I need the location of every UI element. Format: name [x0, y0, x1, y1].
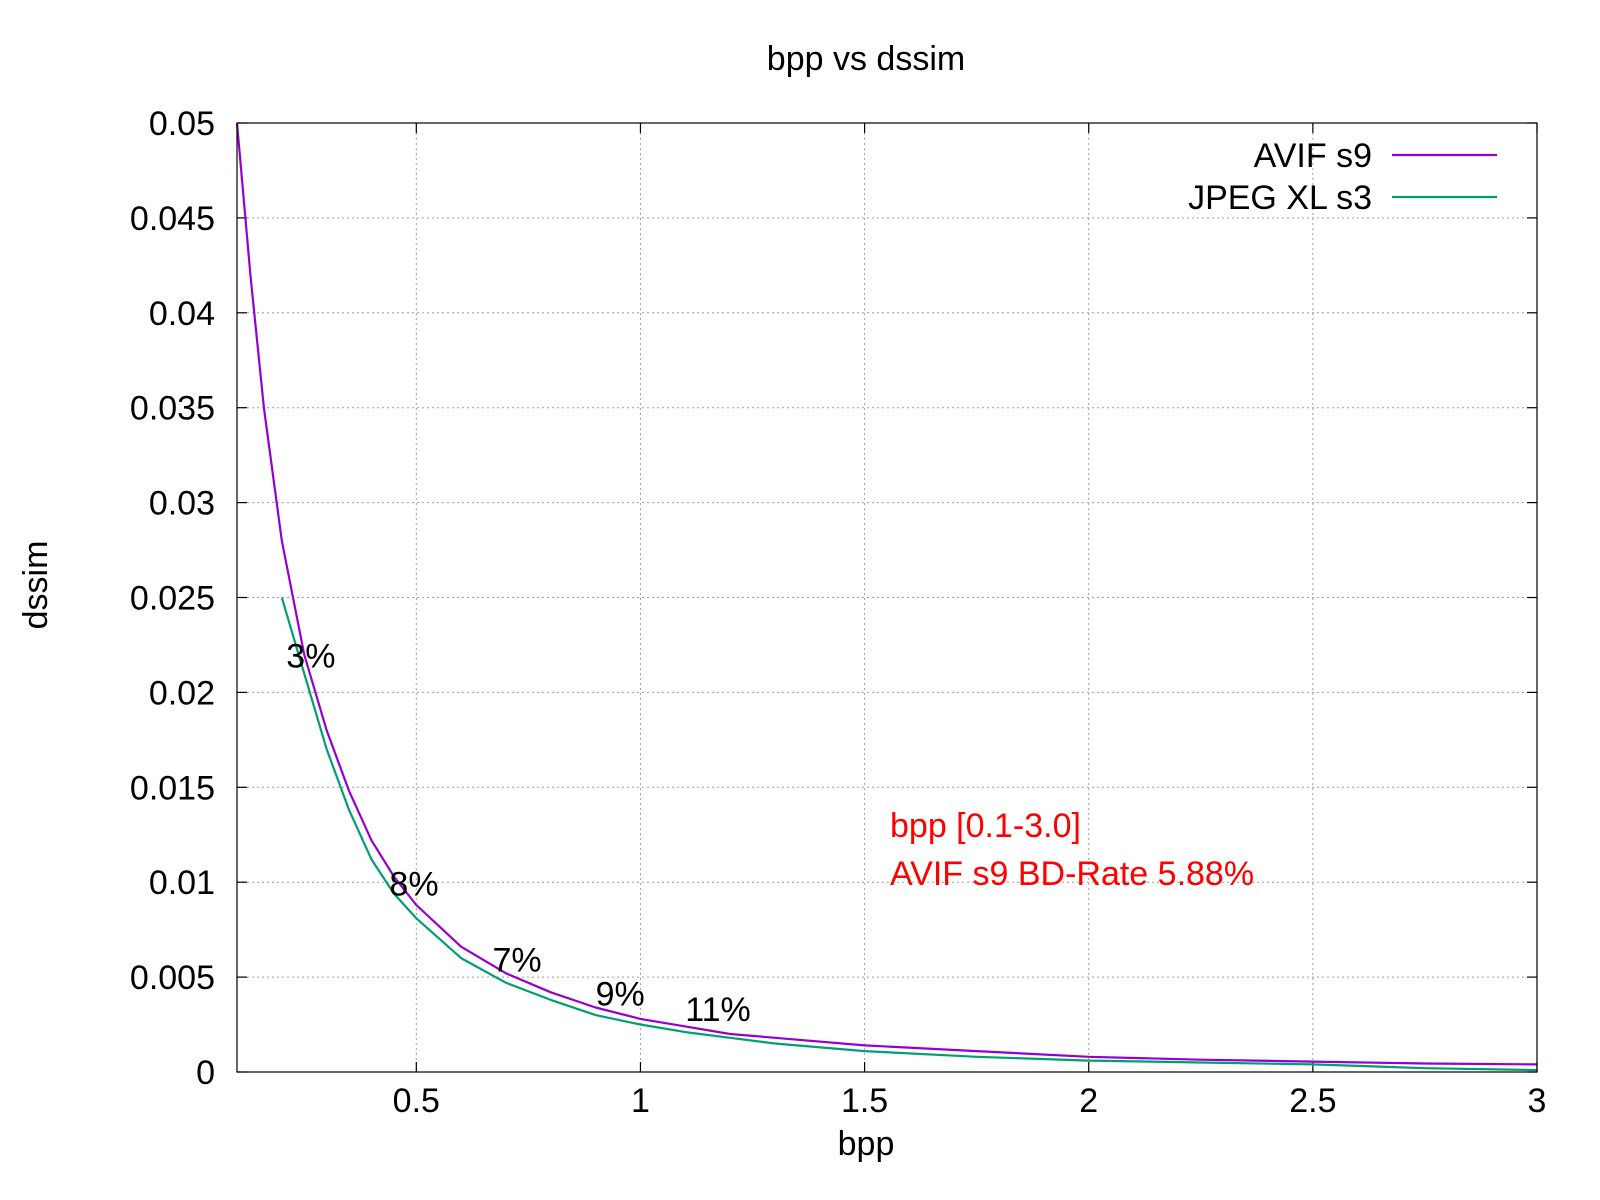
y-tick-label: 0.025: [130, 580, 215, 618]
percent-annotation: 9%: [596, 976, 645, 1014]
note-range: bpp [0.1-3.0]: [890, 807, 1081, 845]
percent-annotation: 8%: [389, 865, 438, 903]
notes-box: bpp [0.1-3.0] AVIF s9 BD-Rate 5.88%: [890, 807, 1254, 893]
annotation-labels: 3% 8% 7% 9% 11%: [286, 638, 750, 1029]
plot-frame: [236, 122, 1538, 1073]
y-tick-label: 0.03: [149, 485, 215, 523]
series-lines: [235, 122, 1538, 1072]
y-tick-label: 0.02: [149, 674, 215, 712]
y-axis-title: dssim: [17, 541, 55, 630]
x-tick-label: 3: [1528, 1082, 1547, 1120]
legend-label: JPEG XL s3: [1188, 179, 1372, 217]
percent-annotation: 3%: [286, 638, 335, 676]
percent-annotation: 7%: [493, 941, 542, 979]
legend-label: AVIF s9: [1254, 137, 1372, 175]
y-tick-label: 0.05: [149, 105, 215, 143]
x-tick-label: 0.5: [393, 1082, 440, 1120]
legend: AVIF s9 JPEG XL s3: [1188, 137, 1497, 217]
chart-title: bpp vs dssim: [767, 40, 965, 78]
y-tick-label: 0: [196, 1054, 215, 1092]
y-tick-label: 0.005: [130, 959, 215, 997]
x-tick-label: 1.5: [841, 1082, 888, 1120]
x-tick-label: 1: [631, 1082, 650, 1120]
note-bd-rate: AVIF s9 BD-Rate 5.88%: [890, 855, 1254, 893]
x-tick-label: 2: [1079, 1082, 1098, 1120]
x-tick-label: 2.5: [1289, 1082, 1336, 1120]
percent-annotation: 11%: [685, 991, 751, 1029]
series-line-jpeg-xl-s3: [280, 597, 1538, 1072]
series-line-avif-s9: [235, 122, 1538, 1066]
y-tick-label: 0.04: [149, 295, 215, 333]
y-tick-label: 0.035: [130, 390, 215, 428]
y-tick-label: 0.01: [149, 864, 215, 902]
x-axis-title: bpp: [838, 1125, 895, 1163]
y-tick-label: 0.015: [130, 769, 215, 807]
ticks: 0.5 1 1.5 2 2.5 3 0 0.005 0.01 0.015 0.02 0.025 0.03…: [130, 105, 1547, 1120]
y-tick-label: 0.045: [130, 200, 215, 238]
